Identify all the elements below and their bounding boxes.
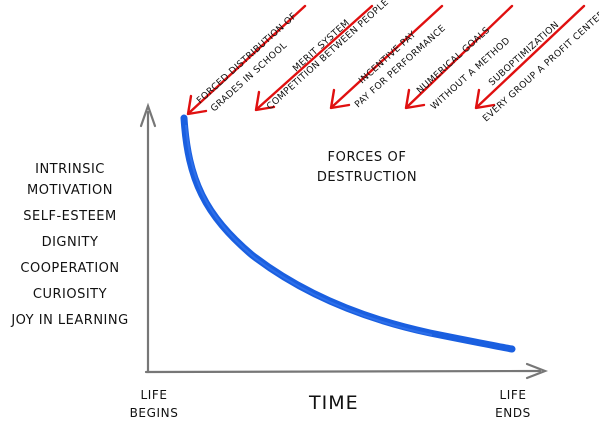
time-axis-label: TIME [309,392,359,414]
attribute-dignity: DIGNITY [41,235,99,250]
life-begins-label: LIFE BEGINS [127,386,181,422]
attribute-motivation: MOTIVATION [27,183,113,198]
forces-heading: FORCES OF DESTRUCTION [312,148,422,188]
attribute-self-esteem: SELF-ESTEEM [23,209,117,224]
force-arrows [186,4,586,116]
forces-heading-line1: FORCES OF [327,150,407,165]
force-arrow-2 [254,4,374,112]
life-ends-line2: ENDS [495,406,531,420]
attribute-joy-in-learning: JOY IN LEARNING [11,313,129,328]
life-ends-label: LIFE ENDS [490,386,536,422]
attribute-intrinsic: INTRINSIC [35,162,105,177]
decline-curve [180,114,516,353]
life-ends-line1: LIFE [499,388,527,402]
forces-heading-line2: DESTRUCTION [316,170,418,185]
force-5-line2: EVERY GROUP A PROFIT CENTER [481,8,599,124]
life-begins-line2: BEGINS [129,406,179,420]
force-3-line2: PAY FOR PERFORMANCE [353,23,448,110]
x-axis-arrowhead [525,362,549,380]
attribute-curiosity: CURIOSITY [32,287,108,302]
force-labels: FORCED DISTRIBUTION OF GRADES IN SCHOOL … [195,0,599,124]
x-axis [144,369,542,374]
attribute-cooperation: COOPERATION [20,261,120,276]
life-begins-line1: LIFE [140,388,168,402]
force-arrow-1 [186,4,307,116]
force-arrow-4 [404,4,514,110]
force-arrow-5 [474,4,586,110]
force-arrow-3 [329,4,444,110]
axes [139,102,549,380]
y-axis-arrowhead [139,102,157,128]
